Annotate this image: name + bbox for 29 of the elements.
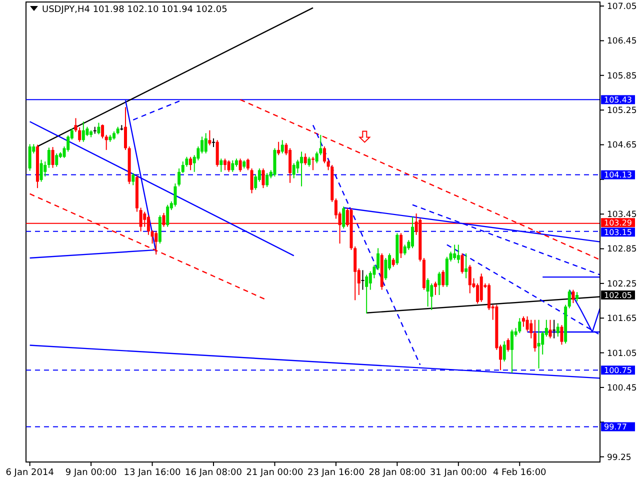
y-tick-label: 103.45	[607, 210, 637, 220]
y-tick-label: 101.65	[607, 314, 637, 324]
x-tick-label: 6 Jan 2014	[6, 468, 54, 478]
y-tick-label: 105.25	[607, 106, 637, 116]
x-tick-label: 31 Jan 00:00	[430, 468, 488, 478]
y-tick-label: 106.45	[607, 36, 637, 47]
ref-line-label: 103.15	[604, 228, 632, 237]
ref-line-label: 100.75	[604, 366, 632, 375]
text: 102.05	[604, 290, 632, 300]
x-tick-label: 21 Jan 00:00	[246, 468, 304, 478]
y-tick-label: 99.25	[607, 452, 632, 463]
ref-line-label: 103.29	[604, 218, 632, 228]
x-tick-label: 23 Jan 16:00	[307, 468, 365, 478]
y-tick-label: 102.25	[607, 279, 637, 290]
ref-line-label: 104.13	[604, 170, 632, 180]
chart-title: USDJPY,H4 101.98 102.10 101.94 102.05	[42, 5, 228, 15]
x-tick-label: 4 Feb 16:00	[492, 468, 547, 478]
y-tick-label: 102.85	[607, 244, 637, 255]
y-tick-label: 104.65	[607, 140, 637, 151]
x-tick-label: 16 Jan 08:00	[185, 468, 242, 478]
x-tick-label: 13 Jan 16:00	[124, 468, 182, 478]
y-tick-label: 101.05	[607, 348, 637, 359]
ref-line-label: 99.77	[604, 422, 627, 432]
y-tick-label: 107.05	[607, 2, 637, 12]
x-tick-label: 28 Jan 08:00	[368, 468, 426, 478]
x-tick-label: 9 Jan 00:00	[65, 468, 117, 478]
y-tick-label: 100.45	[607, 383, 637, 394]
y-tick-label: 105.85	[607, 71, 637, 82]
ref-line-label: 105.43	[604, 95, 632, 104]
